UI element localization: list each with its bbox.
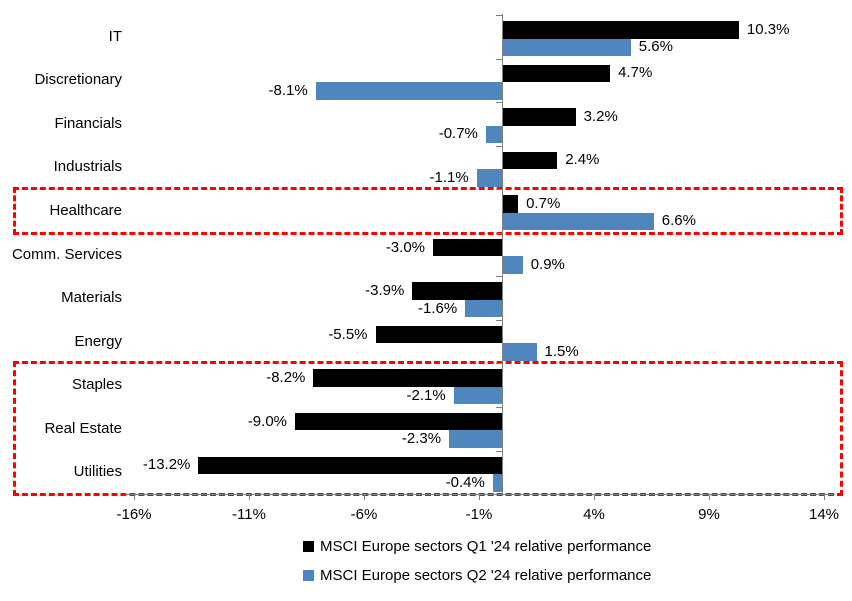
bar-q2-discretionary [315, 82, 502, 100]
value-label-q1-healthcare: 0.7% [526, 194, 561, 212]
value-label-q2-real-estate: -2.3% [401, 430, 442, 448]
value-label-q1-materials: -3.9% [365, 282, 405, 300]
category-label-materials: Materials [61, 289, 122, 307]
bar-q1-comm-services [433, 238, 502, 257]
x-tick-mark [364, 494, 365, 500]
category-tick-mark [496, 494, 502, 496]
category-tick-mark [496, 58, 502, 60]
bar-q2-utilities [492, 474, 502, 492]
value-label-q1-energy: -5.5% [328, 325, 368, 343]
x-tick-mark [479, 494, 480, 500]
category-tick-mark [496, 232, 502, 234]
value-label-q1-real-estate: -9.0% [247, 412, 287, 430]
legend-label-q1: MSCI Europe sectors Q1 '24 relative perf… [320, 537, 652, 555]
value-label-q2-healthcare: 6.6% [661, 212, 696, 230]
category-tick-mark [496, 276, 502, 278]
category-label-comm-services: Comm. Services [11, 245, 122, 263]
category-tick-mark [496, 450, 502, 452]
value-axis-line [125, 494, 835, 495]
bar-q1-materials [412, 282, 502, 300]
category-label-discretionary: Discretionary [34, 71, 122, 89]
category-label-healthcare: Healthcare [49, 201, 122, 219]
category-label-it: IT [108, 27, 122, 45]
x-tick-label: 4% [583, 506, 605, 523]
legend-item-q2: MSCI Europe sectors Q2 '24 relative perf… [303, 566, 651, 584]
bar-q2-financials [485, 125, 502, 144]
bar-q2-real-estate [449, 430, 502, 448]
bar-q1-utilities [198, 456, 502, 474]
category-label-industrials: Industrials [53, 158, 122, 176]
value-label-q2-financials: -0.7% [438, 125, 478, 143]
value-label-q1-industrials: 2.4% [565, 151, 600, 169]
category-tick-mark [496, 319, 502, 321]
bar-q1-financials [502, 108, 576, 126]
x-tick-mark [134, 494, 135, 500]
bar-q1-energy [375, 325, 502, 344]
value-label-q1-it: 10.3% [746, 20, 790, 38]
x-tick-label: -1% [465, 506, 493, 523]
bar-q1-real-estate [295, 412, 502, 431]
category-tick-mark [496, 189, 502, 191]
highlight-box-healthcare [13, 187, 843, 235]
x-tick-mark [249, 494, 250, 500]
value-label-q2-materials: -1.6% [418, 299, 458, 317]
category-label-staples: Staples [71, 376, 122, 394]
bar-q2-materials [465, 299, 502, 318]
x-tick-mark [594, 494, 595, 500]
bar-q2-comm-services [502, 256, 523, 274]
x-tick-label: 9% [698, 506, 720, 523]
category-tick-mark [496, 406, 502, 408]
value-label-q2-industrials: -1.1% [429, 168, 469, 186]
value-label-q1-staples: -8.2% [266, 369, 306, 387]
value-label-q2-comm-services: 0.9% [530, 256, 565, 273]
category-tick-mark [496, 102, 502, 104]
x-tick-label: -16% [116, 506, 152, 523]
legend-label-q2: MSCI Europe sectors Q2 '24 relative perf… [320, 566, 652, 584]
bar-q1-discretionary [502, 64, 611, 83]
x-tick-label: -6% [350, 506, 378, 523]
bar-q1-industrials [502, 151, 558, 170]
bar-q2-staples [453, 386, 502, 405]
value-label-q1-utilities: -13.2% [142, 456, 191, 474]
value-label-q1-comm-services: -3.0% [385, 238, 425, 256]
x-tick-mark [709, 494, 710, 500]
value-label-q1-discretionary: 4.7% [618, 64, 653, 82]
value-label-q2-discretionary: -8.1% [268, 81, 308, 99]
bar-q2-energy [502, 343, 537, 361]
bar-q2-industrials [476, 169, 502, 187]
category-tick-mark [496, 145, 502, 147]
x-tick-label: 14% [808, 506, 840, 523]
category-label-real-estate: Real Estate [44, 419, 122, 437]
bar-q1-staples [313, 369, 502, 387]
value-label-q2-it: 5.6% [638, 38, 673, 56]
legend-swatch-q2-icon [303, 569, 314, 581]
bar-q1-healthcare [502, 195, 519, 213]
value-label-q2-energy: 1.5% [544, 343, 579, 361]
bar-q2-healthcare [502, 212, 654, 231]
legend-swatch-q1-icon [303, 540, 314, 552]
category-tick-mark [496, 15, 502, 16]
bar-q1-it [502, 21, 739, 39]
value-label-q2-staples: -2.1% [406, 386, 446, 404]
x-tick-label: -11% [232, 506, 266, 523]
bar-q2-it [502, 38, 631, 56]
category-label-financials: Financials [54, 114, 122, 132]
category-tick-mark [496, 363, 502, 365]
category-axis-line [502, 14, 503, 494]
value-label-q2-utilities: -0.4% [445, 473, 485, 491]
category-label-utilities: Utilities [73, 463, 122, 481]
value-label-q1-financials: 3.2% [583, 107, 618, 125]
x-tick-mark [824, 494, 825, 500]
legend-item-q1: MSCI Europe sectors Q1 '24 relative perf… [303, 537, 651, 555]
category-label-energy: Energy [74, 332, 122, 350]
